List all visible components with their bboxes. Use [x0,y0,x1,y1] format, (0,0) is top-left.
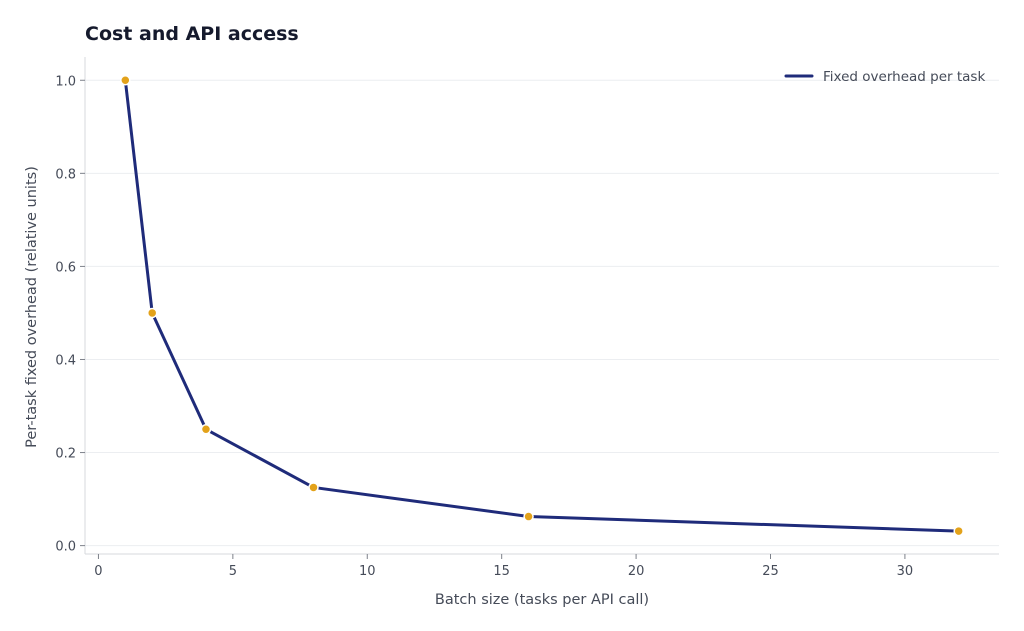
data-point-x-2 [146,307,158,319]
y-tick-label-0-4: 0.4 [55,353,76,368]
y-tick-label-0-6: 0.6 [55,260,76,275]
y-tick-label-0-2: 0.2 [55,447,76,462]
x-tick-label-5: 5 [229,564,237,579]
series-layer [120,75,964,537]
axis-ticks: 0 5 10 15 20 25 30 0.0 0.2 0.4 0.6 0.8 1.0 [55,74,913,579]
x-tick-label-30: 30 [897,564,914,579]
chart-title: Cost and API access [85,23,299,45]
axes [84,57,999,555]
series-line-fixed-overhead [123,78,961,533]
x-axis-label: Batch size (tasks per API call) [435,592,649,608]
y-tick-label-1: 1.0 [55,74,76,89]
x-tick-label-25: 25 [762,564,779,579]
data-point-x-8 [308,482,319,493]
y-tick-label-0-8: 0.8 [55,167,76,182]
grid-lines [85,79,999,547]
x-tick-label-10: 10 [359,564,376,579]
data-point-x-4 [200,424,212,435]
x-tick-label-20: 20 [628,564,645,579]
y-axis-label: Per-task fixed overhead (relative units) [24,166,40,448]
x-tick-label-0: 0 [94,564,102,579]
data-point-x-16 [523,511,534,522]
y-tick-label-0: 0.0 [55,540,76,555]
legend: Fixed overhead per task [784,69,985,85]
legend-label-fixed-overhead: Fixed overhead per task [823,69,985,85]
data-point-x-1 [120,75,131,86]
data-point-x-32 [953,525,964,537]
x-tick-label-15: 15 [493,564,510,579]
